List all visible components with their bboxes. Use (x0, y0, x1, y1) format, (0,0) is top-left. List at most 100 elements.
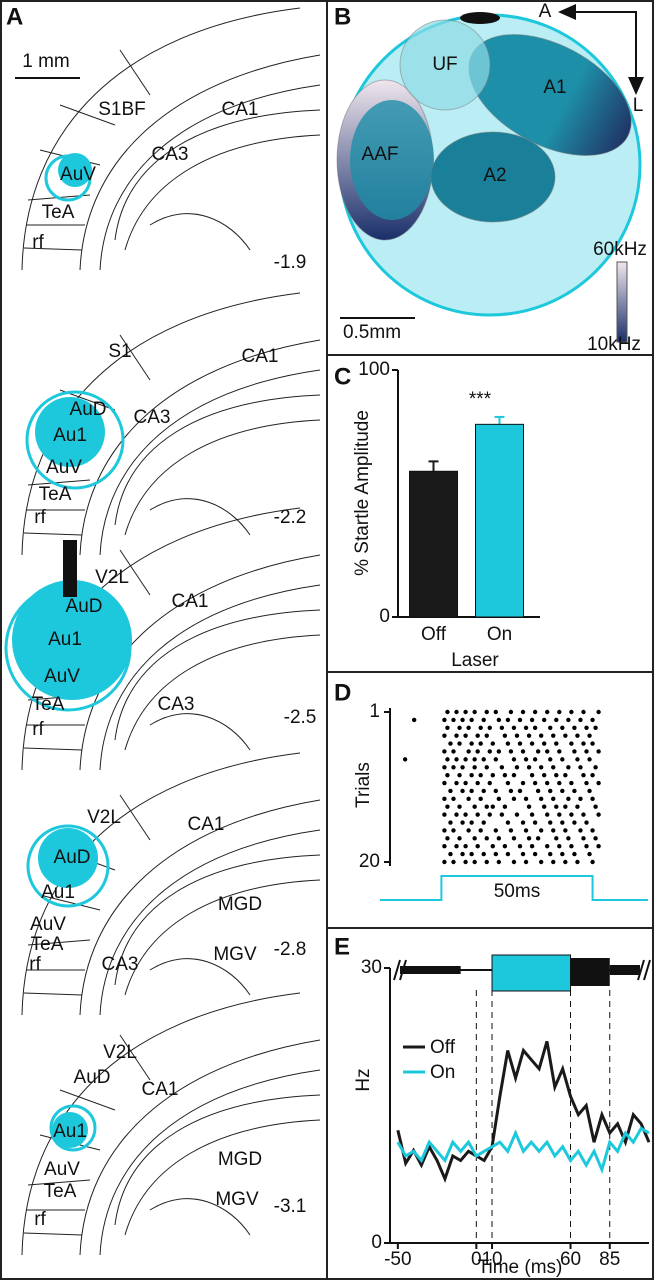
region-label: rf (32, 719, 44, 740)
x-tick-label: 85 (599, 1249, 620, 1270)
outline-path (21, 7, 301, 271)
spike (593, 725, 598, 730)
spike (514, 733, 520, 738)
x-tick-label: On (487, 624, 512, 645)
spike (572, 820, 577, 825)
brain-outline (21, 992, 321, 1256)
spike (563, 828, 568, 833)
spike (442, 765, 447, 770)
spike (442, 733, 447, 738)
spike (584, 820, 589, 825)
outline-path (114, 609, 321, 741)
spike (496, 717, 502, 723)
spike (493, 851, 499, 857)
panel-label: D (334, 679, 351, 706)
spike (508, 828, 514, 833)
spike (490, 772, 495, 778)
y-axis-label: % Startle Amplitude (352, 410, 373, 576)
spike (590, 796, 595, 802)
sound-block (570, 958, 610, 986)
spike (590, 828, 595, 833)
region-label: CA1 (142, 1079, 179, 1100)
spike (505, 780, 511, 786)
region-label: S1 (108, 341, 131, 362)
outline-path (124, 879, 321, 996)
spike (535, 788, 541, 794)
region-label: AuV (44, 666, 80, 687)
expression-area (52, 1112, 88, 1148)
depth-label: -2.8 (274, 939, 307, 960)
spike (484, 859, 489, 865)
spike (517, 788, 523, 794)
depth-label: -2.2 (274, 507, 307, 528)
spike (511, 772, 517, 778)
spike (511, 859, 517, 865)
spike (484, 709, 489, 715)
spike (457, 836, 462, 841)
spike (469, 717, 474, 723)
outline-path (119, 794, 151, 841)
outline-path (119, 49, 151, 96)
region-label: AuD (66, 596, 103, 617)
region-label: MGD (218, 894, 262, 915)
spike (502, 804, 508, 809)
x-tick-label: 10 (481, 1249, 502, 1270)
spike (481, 820, 486, 825)
spike (545, 844, 550, 849)
spike (475, 812, 480, 817)
spike (538, 859, 544, 865)
y-axis-label: Trials (353, 762, 374, 808)
region-label: MGV (215, 1189, 259, 1210)
spike (484, 765, 489, 770)
spike (411, 717, 417, 723)
region-label: S1BF (98, 99, 146, 120)
spike (541, 741, 547, 746)
spike (563, 804, 568, 809)
spike (557, 844, 562, 849)
spike (593, 804, 598, 809)
spike (560, 725, 565, 730)
spike (499, 725, 505, 730)
region-label: MGD (218, 1149, 262, 1170)
spike (472, 859, 477, 865)
region-label: A1 (543, 77, 566, 98)
stimulus-label: 50ms (494, 881, 540, 902)
x-tick-label: -50 (384, 1249, 411, 1270)
spike (451, 765, 456, 770)
region-label: CA1 (242, 346, 279, 367)
spike (454, 812, 459, 817)
spike (442, 844, 447, 849)
spike (463, 733, 468, 738)
spike (508, 788, 514, 794)
spike (442, 828, 447, 833)
spike (448, 788, 453, 794)
spike (575, 733, 580, 738)
spike (593, 765, 598, 770)
spike (511, 836, 517, 841)
spike (490, 844, 495, 849)
spike (493, 828, 499, 833)
outline-path (23, 532, 83, 536)
spike (548, 788, 553, 794)
spike (584, 780, 589, 786)
panel-label: A (6, 3, 23, 30)
spike (548, 757, 553, 762)
outline-path (149, 713, 251, 751)
light-cone (25, 390, 125, 490)
spike (472, 709, 477, 715)
panel-label: B (334, 3, 351, 30)
spike (572, 749, 577, 754)
spike (572, 725, 577, 730)
spike (578, 717, 583, 723)
region-label: CA1 (188, 814, 225, 835)
spike (499, 765, 505, 770)
optic-fiber (63, 540, 77, 597)
spike (535, 749, 541, 754)
region-label: Au1 (53, 425, 87, 446)
spike (581, 709, 586, 715)
outline-path (27, 1179, 91, 1186)
outline-path (149, 958, 251, 996)
spike (523, 757, 529, 762)
series-line (396, 1126, 650, 1175)
spike (448, 851, 453, 857)
